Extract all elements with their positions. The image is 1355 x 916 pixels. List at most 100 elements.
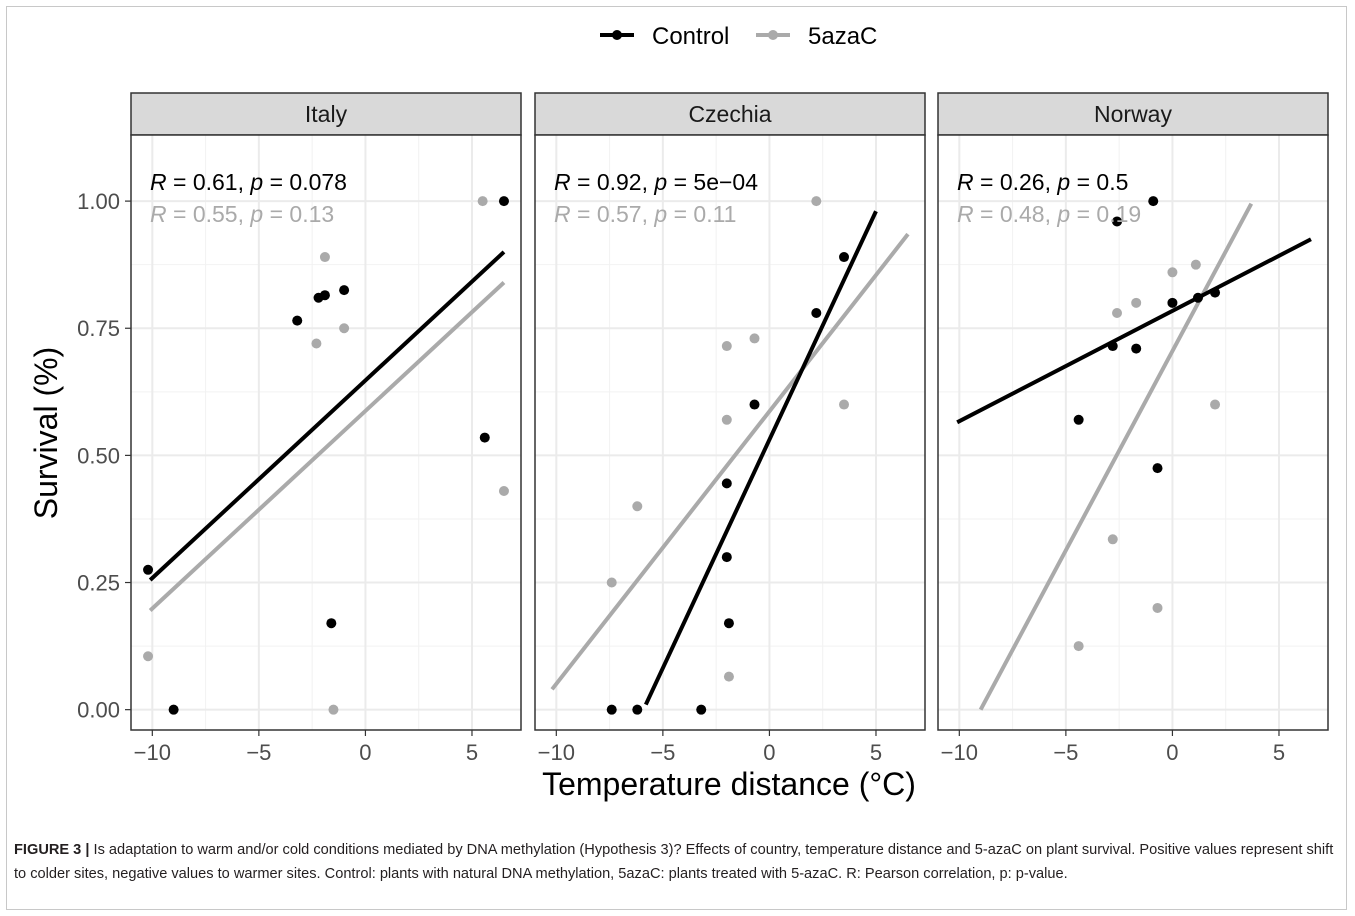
x-axis-ticks: −10 −5 0 5 — [941, 730, 1285, 765]
data-point — [1193, 292, 1203, 303]
data-point — [721, 478, 732, 489]
panel-border — [937, 134, 1329, 731]
data-point — [479, 432, 490, 443]
data-point — [632, 704, 643, 715]
legend-dot — [612, 30, 622, 40]
legend-item-control: Control — [600, 23, 729, 50]
x-tick-label: 5 — [870, 740, 882, 765]
x-tick-label: −5 — [246, 740, 271, 765]
data-point — [723, 618, 734, 629]
figure-frame — [6, 6, 1347, 910]
fit-line-control — [644, 210, 878, 706]
data-point — [477, 196, 488, 207]
data-point — [1148, 196, 1159, 207]
data-point — [696, 704, 707, 715]
points-control — [606, 252, 850, 715]
data-point — [632, 501, 643, 512]
panel-strip — [937, 92, 1329, 136]
data-point — [498, 485, 509, 496]
data-point — [326, 618, 337, 629]
data-point — [721, 414, 732, 425]
legend-label: Control — [652, 23, 729, 50]
data-point — [721, 341, 732, 352]
panel-border — [130, 134, 522, 731]
data-point — [811, 307, 822, 318]
fit-line-control — [148, 250, 506, 582]
x-tick-label: −10 — [134, 740, 171, 765]
y-axis-ticks: 0.00 0.25 0.50 0.75 1.00 — [77, 189, 131, 723]
panel-border — [534, 134, 926, 731]
stats-text-control: R = 0.61, p = 0.078 — [150, 169, 347, 195]
data-point — [339, 323, 350, 334]
panel-italy: Italy R = 0.61, p = 0.078 R = 0.55, p = 0.… — [130, 92, 522, 765]
x-tick-label: 0 — [359, 740, 371, 765]
data-point — [1167, 297, 1178, 308]
panel-title: Czechia — [688, 101, 771, 127]
data-point — [339, 285, 350, 296]
data-point — [319, 290, 330, 301]
plot-background — [938, 135, 1328, 730]
data-point — [1112, 307, 1123, 318]
data-point — [1107, 534, 1118, 545]
y-axis-title: Survival (%) — [28, 347, 64, 519]
stats-text-control: R = 0.26, p = 0.5 — [957, 169, 1128, 195]
x-tick-label: 0 — [1166, 740, 1178, 765]
data-point — [839, 252, 850, 263]
data-point — [721, 552, 732, 563]
data-point — [498, 196, 509, 207]
data-point — [168, 704, 179, 715]
y-tick-label: 1.00 — [77, 189, 120, 214]
data-point — [1073, 641, 1084, 652]
data-point — [1107, 341, 1118, 352]
fit-line-5azac — [550, 232, 910, 691]
legend: Control 5azaC — [600, 23, 877, 50]
y-tick-label: 0.00 — [77, 698, 120, 723]
grid — [938, 135, 1328, 730]
data-point — [606, 577, 617, 588]
grid — [535, 135, 925, 730]
plot-background — [131, 135, 521, 730]
panel-title: Italy — [305, 101, 348, 127]
points-control — [1073, 196, 1221, 474]
data-point — [1131, 343, 1142, 354]
x-axis-title: Temperature distance (°C) — [542, 766, 916, 802]
data-point — [811, 196, 822, 207]
points-control — [143, 196, 509, 715]
stats-text-5azac: R = 0.48, p = 0.19 — [957, 201, 1141, 227]
x-axis-ticks: −10 −5 0 5 — [134, 730, 478, 765]
points-5azac — [1073, 259, 1221, 652]
panel-strip — [534, 92, 926, 136]
x-tick-label: −10 — [538, 740, 575, 765]
stats-text-5azac: R = 0.55, p = 0.13 — [150, 201, 334, 227]
data-point — [1131, 297, 1142, 308]
data-point — [1190, 259, 1201, 270]
legend-dot — [768, 30, 778, 40]
panel-norway: Norway R = 0.26, p = 0.5 R = 0.48, p = 0.1… — [937, 92, 1329, 765]
stats-text-5azac: R = 0.57, p = 0.11 — [554, 201, 736, 227]
data-point — [292, 315, 303, 326]
panels: 0.00 0.25 0.50 0.75 1.00 Italy R = 0.61, p = 0… — [77, 92, 1329, 765]
x-tick-label: −5 — [1053, 740, 1078, 765]
data-point — [319, 252, 330, 263]
stats-text-control: R = 0.92, p = 5e−04 — [554, 169, 758, 195]
data-point — [1210, 287, 1221, 298]
fit-line-5azac — [978, 202, 1254, 711]
data-point — [1210, 399, 1221, 410]
panel-title: Norway — [1094, 101, 1172, 127]
x-axis-ticks: −10 −5 0 5 — [538, 730, 882, 765]
data-point — [839, 399, 850, 410]
x-tick-label: 5 — [466, 740, 478, 765]
data-point — [723, 671, 734, 682]
data-point — [1073, 414, 1084, 425]
data-point — [749, 333, 760, 344]
data-point — [749, 399, 760, 410]
x-tick-label: 5 — [1273, 740, 1285, 765]
x-tick-label: −10 — [941, 740, 978, 765]
y-tick-label: 0.25 — [77, 571, 120, 596]
panel-czechia: Czechia R = 0.92, p = 5e−04 R = 0.57, p = … — [534, 92, 926, 765]
data-point — [143, 651, 154, 662]
figure-caption: FIGURE 3 | Is adaptation to warm and/or … — [14, 838, 1340, 886]
data-point — [311, 338, 322, 349]
x-tick-label: 0 — [763, 740, 775, 765]
chart: Control 5azaC 0.00 0.25 0.50 0.75 1.00 Italy R … — [28, 23, 1329, 802]
